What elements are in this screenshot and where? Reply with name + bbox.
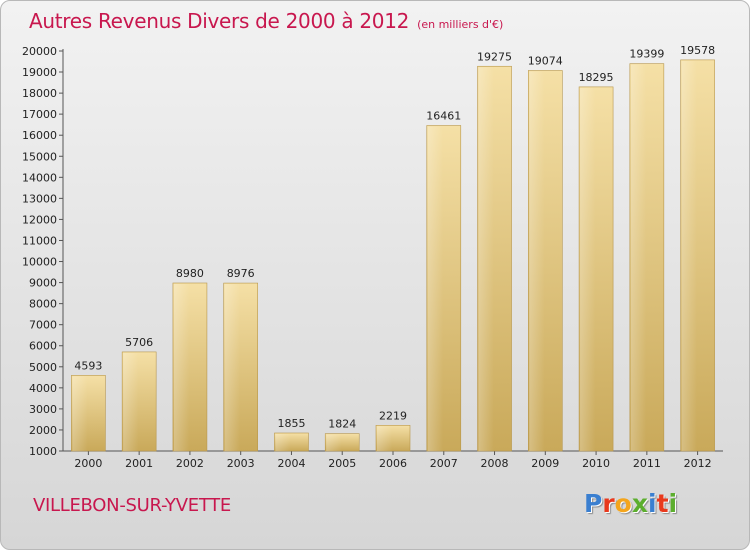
y-tick-label: 2000	[29, 424, 57, 437]
x-tick-label: 2003	[227, 457, 255, 470]
data-label: 18295	[579, 71, 614, 84]
x-tick-label: 2004	[277, 457, 305, 470]
data-label: 8976	[227, 267, 255, 280]
logo-letter: i	[668, 489, 678, 518]
y-tick-label: 14000	[22, 171, 57, 184]
y-tick-label: 3000	[29, 403, 57, 416]
y-tick-label: 7000	[29, 319, 57, 332]
bar-highlight	[123, 352, 139, 451]
bars: 4593 5706 8980 8976 1855 1824 2219 16461 19275 19…	[71, 44, 715, 452]
y-tick-label: 10000	[22, 256, 57, 269]
y-tick-label: 9000	[29, 277, 57, 290]
y-tick-label: 19000	[22, 66, 57, 79]
x-tick-label: 2009	[531, 457, 559, 470]
data-label: 19578	[680, 44, 715, 57]
x-tick-label: 2005	[328, 457, 356, 470]
title-row: Autres Revenus Divers de 2000 à 2012 (en …	[29, 9, 503, 33]
x-tick-label: 2011	[633, 457, 661, 470]
y-tick-label: 17000	[22, 108, 57, 121]
chart-subtitle: (en milliers d'€)	[417, 18, 504, 31]
x-tick-label: 2007	[430, 457, 458, 470]
bar-highlight	[478, 67, 494, 452]
data-label: 1824	[328, 418, 356, 431]
bar-highlight	[529, 71, 545, 451]
bar-highlight	[224, 284, 240, 451]
y-tick-label: 11000	[22, 234, 57, 247]
logo-letter: x	[631, 489, 648, 518]
proxiti-logo: Proxiti	[584, 489, 677, 518]
y-tick-label: 13000	[22, 192, 57, 205]
x-tick-label: 2000	[74, 457, 102, 470]
y-tick-label: 4000	[29, 382, 57, 395]
x-tick-label: 2010	[582, 457, 610, 470]
bar-highlight	[173, 284, 190, 451]
x-tick-label: 2008	[481, 457, 509, 470]
y-tick-label: 6000	[29, 340, 57, 353]
data-label: 16461	[426, 110, 461, 123]
logo-letter: t	[656, 489, 669, 518]
logo-letter: o	[614, 489, 632, 518]
y-tick-label: 12000	[22, 213, 57, 226]
x-axis: 2000 2001 2002 2003 2004 2005 2006 2007 2008 2009…	[63, 450, 723, 470]
bar-highlight	[377, 426, 393, 451]
data-label: 1855	[277, 417, 305, 430]
x-tick-label: 2006	[379, 457, 407, 470]
y-tick-label: 5000	[29, 361, 57, 374]
data-label: 2219	[379, 409, 407, 422]
y-tick-label: 20000	[22, 45, 57, 58]
logo-letter: r	[602, 489, 615, 518]
bar-highlight	[275, 434, 291, 451]
y-tick-label: 1000	[29, 445, 57, 458]
x-tick-label: 2012	[684, 457, 712, 470]
y-tick-label: 16000	[22, 129, 57, 142]
x-tick-label: 2001	[125, 457, 153, 470]
y-tick-label: 15000	[22, 150, 57, 163]
data-label: 4593	[74, 359, 102, 372]
data-label: 19074	[528, 54, 563, 67]
commune-name: VILLEBON-SUR-YVETTE	[33, 495, 231, 516]
y-tick-label: 18000	[22, 87, 57, 100]
bar-highlight	[580, 87, 596, 451]
logo-letter: i	[648, 489, 657, 518]
data-label: 5706	[125, 336, 153, 349]
logo-letter: P	[584, 489, 603, 518]
bar-highlight	[72, 376, 88, 451]
bar-highlight	[681, 60, 697, 451]
bar-highlight	[630, 64, 647, 451]
y-axis: 1000 2000 3000 4000 5000 6000 7000 8000 9000 1000…	[22, 45, 64, 458]
data-label: 8980	[176, 267, 204, 280]
y-tick-label: 8000	[29, 298, 57, 311]
bar-highlight	[427, 126, 444, 452]
data-label: 19275	[477, 50, 512, 63]
chart-title: Autres Revenus Divers de 2000 à 2012	[29, 9, 410, 33]
data-label: 19399	[629, 48, 664, 61]
bar-highlight	[326, 434, 342, 451]
x-tick-label: 2002	[176, 457, 204, 470]
